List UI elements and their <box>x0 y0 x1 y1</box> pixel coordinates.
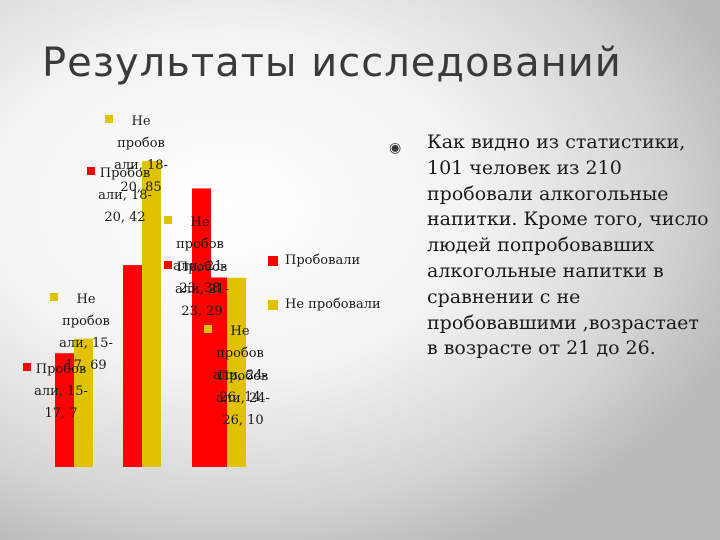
data-label-swatch-not-tried-21-23 <box>164 216 172 224</box>
bar-tried-21-23 <box>192 188 211 467</box>
data-label-line: 26, 14 <box>219 390 260 405</box>
data-label-line: Пробов <box>177 260 227 275</box>
ring-bullet-icon: ◉ <box>389 140 402 156</box>
data-label-line: али, 24- <box>213 368 267 383</box>
data-label-line: 20, 85 <box>120 180 161 195</box>
data-label-tried-18-20: Пробов али, 18- 20, 42 <box>98 166 152 225</box>
data-label-swatch-tried-18-20 <box>87 167 95 175</box>
data-label-not-tried-15-17: Не пробов али, 15- 17, 69 <box>59 292 113 373</box>
data-label-tried-24-26: Пробов али, 24-26, 10 <box>216 369 270 428</box>
data-label-swatch-not-tried-24-26 <box>204 325 212 333</box>
data-label-line: Пробов <box>100 166 150 181</box>
data-label-swatch-tried-15-17 <box>23 363 31 371</box>
bar-not-tried-18-20 <box>142 161 161 468</box>
data-label-not-tried-21-23: Не пробов али, 21-23, 38 <box>173 215 227 296</box>
chart-legend: Пробовали Не пробовали <box>268 252 393 340</box>
legend-swatch-not-tried <box>268 300 278 310</box>
legend-item-not-tried: Не пробовали <box>268 296 393 313</box>
page-title: Результаты исследований <box>42 40 622 86</box>
bar-not-tried-15-17 <box>74 338 93 467</box>
legend-label-tried: Пробовали <box>285 253 361 268</box>
data-label-tried-21-23: Пробов али, 21-23, 29 <box>175 260 229 319</box>
data-label-line: али, 15- <box>34 384 88 399</box>
data-label-line: пробов <box>176 237 224 252</box>
data-label-swatch-not-tried-15-17 <box>50 293 58 301</box>
data-label-swatch-tried-21-23 <box>164 261 172 269</box>
data-label-not-tried-24-26: Не пробов али, 24-26, 14 <box>213 324 267 405</box>
data-label-not-tried-18-20: Не пробов али, 18- 20, 85 <box>114 114 168 195</box>
data-label-line: али, 18- <box>114 158 168 173</box>
summary-text: Как видно из статистики, 101 человек из … <box>427 131 709 360</box>
data-label-line: али, 24- <box>216 391 270 406</box>
legend-swatch-tried <box>268 256 278 266</box>
data-label-line: 23, 38 <box>179 281 220 296</box>
data-label-line: Не <box>76 292 95 307</box>
data-label-line: Не <box>190 215 209 230</box>
data-label-line: 20, 42 <box>104 210 145 225</box>
data-label-swatch-tried-24-26 <box>205 370 213 378</box>
data-label-line: 26, 10 <box>222 413 263 428</box>
data-label-line: Пробов <box>218 369 268 384</box>
bar-chart: Пробов али, 15- 17, 7 Не пробов али, 15- 17, 6… <box>23 114 270 468</box>
data-label-line: 23, 29 <box>181 304 222 319</box>
data-label-line: али, 21- <box>173 259 227 274</box>
data-label-line: Не <box>131 114 150 129</box>
bar-not-tried-24-26 <box>227 277 246 467</box>
bar-tried-18-20 <box>123 265 142 467</box>
data-label-line: 17, 7 <box>44 406 77 421</box>
data-label-line: али, 21- <box>175 282 229 297</box>
data-label-line: пробов <box>62 314 110 329</box>
data-label-swatch-not-tried-18-20 <box>105 115 113 123</box>
legend-item-tried: Пробовали <box>268 252 393 269</box>
data-label-line: 17, 69 <box>65 358 106 373</box>
bar-tried-15-17 <box>55 353 74 467</box>
bar-tried-24-26 <box>208 277 227 467</box>
data-label-line: пробов <box>117 136 165 151</box>
data-label-line: али, 15- <box>59 336 113 351</box>
legend-label-not-tried: Не пробовали <box>285 297 381 312</box>
data-label-tried-15-17: Пробов али, 15- 17, 7 <box>34 362 88 421</box>
data-label-line: али, 18- <box>98 188 152 203</box>
data-label-line: Не <box>230 324 249 339</box>
data-label-line: пробов <box>216 346 264 361</box>
data-label-line: Пробов <box>36 362 86 377</box>
